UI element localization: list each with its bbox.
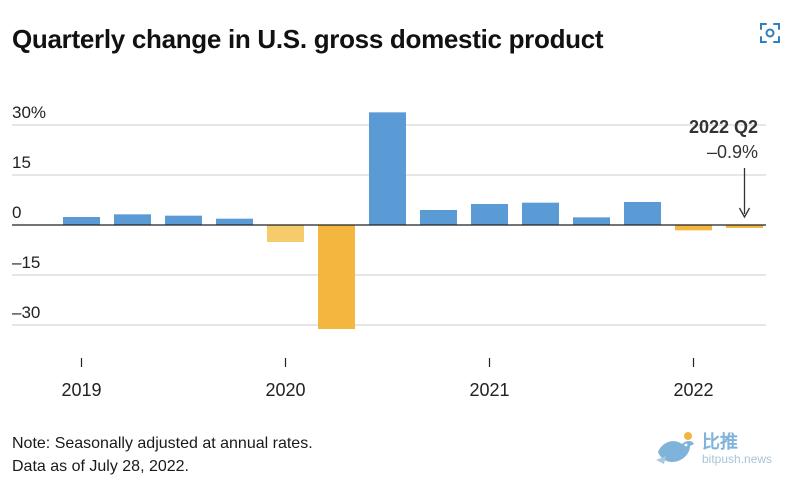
bar-2019-q2: [114, 214, 151, 225]
watermark-url: bitpush.news: [702, 452, 773, 466]
watermark-text: 比推: [702, 432, 738, 452]
bar-2021-q3: [573, 217, 610, 225]
bar-2021-q2: [522, 202, 559, 225]
chart-note: Note: Seasonally adjusted at annual rate…: [12, 432, 313, 478]
y-tick-label: –30: [12, 303, 40, 322]
annotation: 2022 Q2 –0.9%: [689, 117, 758, 219]
annotation-label: 2022 Q2: [689, 117, 758, 137]
bar-2020-q1: [267, 225, 304, 242]
x-year-label: 2019: [61, 380, 101, 400]
gdp-bar-chart: 30% 15 0 –15 –30 2019 2020 2021 2022 2022 Q2 –0.9…: [12, 103, 766, 400]
y-tick-label: –15: [12, 253, 40, 272]
note-line-1: Note: Seasonally adjusted at annual rate…: [12, 435, 313, 452]
tick-labels: 30% 15 0 –15 –30 2019 2020 2021 2022: [12, 103, 714, 400]
bar-2020-q4: [420, 210, 457, 225]
bar-2019-q1: [63, 217, 100, 225]
bird-logo-icon: [656, 432, 694, 464]
bar-2019-q3: [165, 215, 202, 225]
y-tick-label: 0: [12, 203, 21, 222]
watermark: 比推 bitpush.news: [652, 428, 792, 472]
bar-2021-q4: [624, 202, 661, 225]
bar-2022-q1: [675, 225, 712, 231]
x-year-label: 2022: [673, 380, 713, 400]
bar-2022-q2: [726, 225, 763, 228]
annotation-value: –0.9%: [707, 142, 758, 162]
axis: [12, 224, 766, 367]
bars: [63, 112, 763, 329]
annotation-arrow-head: [738, 207, 751, 219]
bar-2021-q1: [471, 204, 508, 225]
expand-icon[interactable]: [757, 20, 783, 46]
y-tick-label: 15: [12, 153, 31, 172]
x-year-label: 2020: [265, 380, 305, 400]
bar-2020-q2: [318, 225, 355, 329]
bar-2019-q4: [216, 218, 253, 225]
bar-2020-q3: [369, 112, 406, 225]
chart-title: Quarterly change in U.S. gross domestic …: [12, 24, 604, 54]
y-tick-label: 30%: [12, 103, 46, 122]
x-year-label: 2021: [469, 380, 509, 400]
note-line-2: Data as of July 28, 2022.: [12, 458, 189, 475]
